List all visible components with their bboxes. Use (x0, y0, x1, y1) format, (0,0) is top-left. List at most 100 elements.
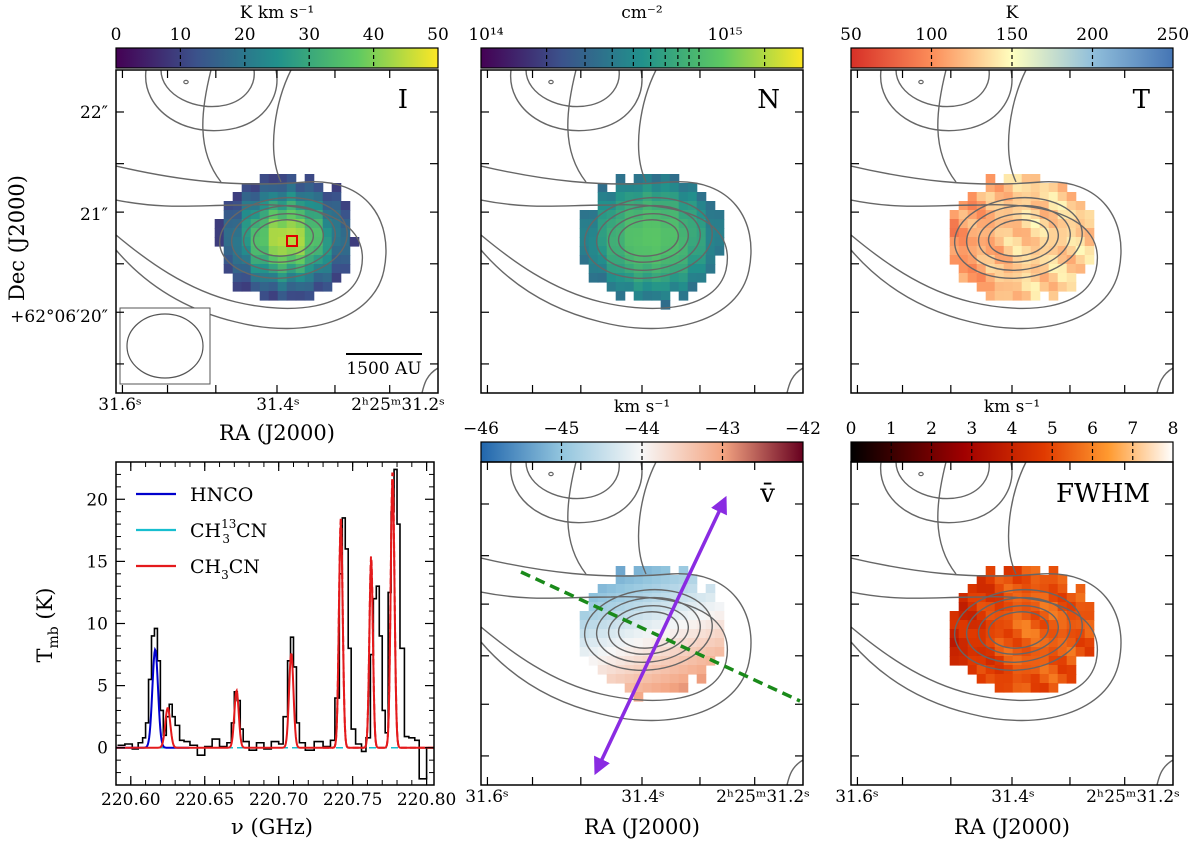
heatmap-pixel (1039, 656, 1050, 666)
heatmap-pixel (597, 255, 608, 265)
heatmap-pixel (331, 273, 342, 283)
heatmap-pixel (1021, 638, 1032, 648)
heatmap-pixel (678, 210, 689, 220)
heatmap-pixel (985, 237, 996, 247)
heatmap-pixel (259, 183, 270, 193)
heatmap-pixel (1057, 629, 1068, 639)
heatmap-pixel (651, 584, 662, 594)
heatmap-pixel (967, 584, 978, 594)
heatmap-pixel (696, 246, 707, 256)
heatmap-pixel (1066, 282, 1077, 292)
heatmap-pixel (340, 264, 351, 274)
heatmap-pixel (1021, 674, 1032, 684)
heatmap-pixel (241, 273, 252, 283)
colorbar-tick-label: 7 (1127, 419, 1138, 439)
heatmap-pixel (1039, 192, 1050, 202)
heatmap-pixel (286, 246, 297, 256)
heatmap-pixel (1084, 246, 1095, 256)
heatmap-pixel (976, 192, 987, 202)
heatmap-pixel (322, 273, 333, 283)
contour-line (786, 367, 803, 393)
spectrum-y-label: Tmb (K) (33, 587, 62, 662)
heatmap-pixel (597, 665, 608, 675)
heatmap-pixel (651, 620, 662, 630)
heatmap-pixel (1003, 192, 1014, 202)
heatmap-pixel (696, 656, 707, 666)
heatmap-pixel (642, 237, 653, 247)
heatmap-pixel (1021, 647, 1032, 657)
heatmap-pixel (1021, 291, 1032, 301)
heatmap-pixels-column-density (579, 174, 725, 310)
heatmap-pixel (223, 228, 234, 238)
heatmap-pixel (1039, 593, 1050, 603)
heatmap-pixel (223, 219, 234, 229)
heatmap-pixel (322, 228, 333, 238)
heatmap-pixel (1066, 246, 1077, 256)
heatmap-pixel (313, 210, 324, 220)
contour-line (183, 79, 189, 85)
heatmap-pixel (985, 584, 996, 594)
heatmap-pixel (642, 219, 653, 229)
heatmap-pixel (985, 192, 996, 202)
heatmap-pixel (606, 192, 617, 202)
heatmap-pixel (606, 273, 617, 283)
heatmap-pixel (958, 219, 969, 229)
heatmap-pixel (277, 228, 288, 238)
heatmap-pixel (1066, 228, 1077, 238)
heatmap-pixel (967, 237, 978, 247)
heatmap-pixel (1012, 566, 1023, 576)
heatmap-pixel (976, 237, 987, 247)
heatmap-pixel (268, 246, 279, 256)
contour-line (525, 70, 620, 108)
heatmap-pixel (967, 228, 978, 238)
panel-velocity: km s⁻¹ −46 −45 −44 −43 −42 v̄ 31.6ˢ 31.4ˢ 2ʰ… (463, 397, 821, 839)
heatmap-pixel (985, 201, 996, 211)
heatmap-pixel (660, 300, 671, 310)
heatmap-pixel (1039, 282, 1050, 292)
heatmap-pixel (958, 246, 969, 256)
heatmap-pixel (696, 192, 707, 202)
heatmap-pixel (994, 683, 1005, 693)
heatmap-pixel (1048, 566, 1059, 576)
heatmap-pixel (985, 656, 996, 666)
heatmap-pixel (1039, 183, 1050, 193)
contour-line (953, 196, 1083, 279)
heatmap-pixel (642, 192, 653, 202)
heatmap-pixel (588, 228, 599, 238)
heatmap-pixel (615, 219, 626, 229)
contour-line (880, 462, 1013, 524)
heatmap-pixel (295, 282, 306, 292)
heatmap-pixel (669, 575, 680, 585)
heatmap-pixel (1057, 183, 1068, 193)
heatmap-pixel (651, 674, 662, 684)
colorbar-label-fwhm: km s⁻¹ (984, 397, 1040, 417)
heatmap-pixel (660, 237, 671, 247)
heatmap-pixel (985, 273, 996, 283)
heatmap-pixel (1021, 683, 1032, 693)
heatmap-pixel (985, 210, 996, 220)
dec-tick-label: 22″ (80, 103, 108, 123)
scale-bar-label: 1500 AU (346, 359, 421, 379)
colorbar-column-density (480, 47, 804, 69)
heatmap-pixel (295, 228, 306, 238)
heatmap-pixel (1066, 656, 1077, 666)
heatmap-pixel (597, 611, 608, 621)
heatmap-pixel (976, 219, 987, 229)
heatmap-pixel (331, 228, 342, 238)
heatmap-pixel (714, 611, 725, 621)
heatmap-pixel (705, 228, 716, 238)
axis-ticks-fwhm (851, 462, 1173, 785)
heatmap-pixel (1075, 593, 1086, 603)
heatmap-pixel (340, 210, 351, 220)
colorbar-ticks-fwhm: 0 1 2 3 4 5 6 7 8 (846, 419, 1178, 462)
heatmap-pixel (660, 575, 671, 585)
heatmap-pixel (705, 584, 716, 594)
heatmap-pixel (588, 246, 599, 256)
heatmap-pixel (615, 246, 626, 256)
heatmap-pixel (642, 228, 653, 238)
heatmap-pixel (1003, 593, 1014, 603)
heatmap-pixel (588, 611, 599, 621)
heatmap-pixel (1084, 629, 1095, 639)
panel-temperature: K 50 100 150 200 250 T (840, 3, 1189, 394)
heatmap-pixel (606, 201, 617, 211)
